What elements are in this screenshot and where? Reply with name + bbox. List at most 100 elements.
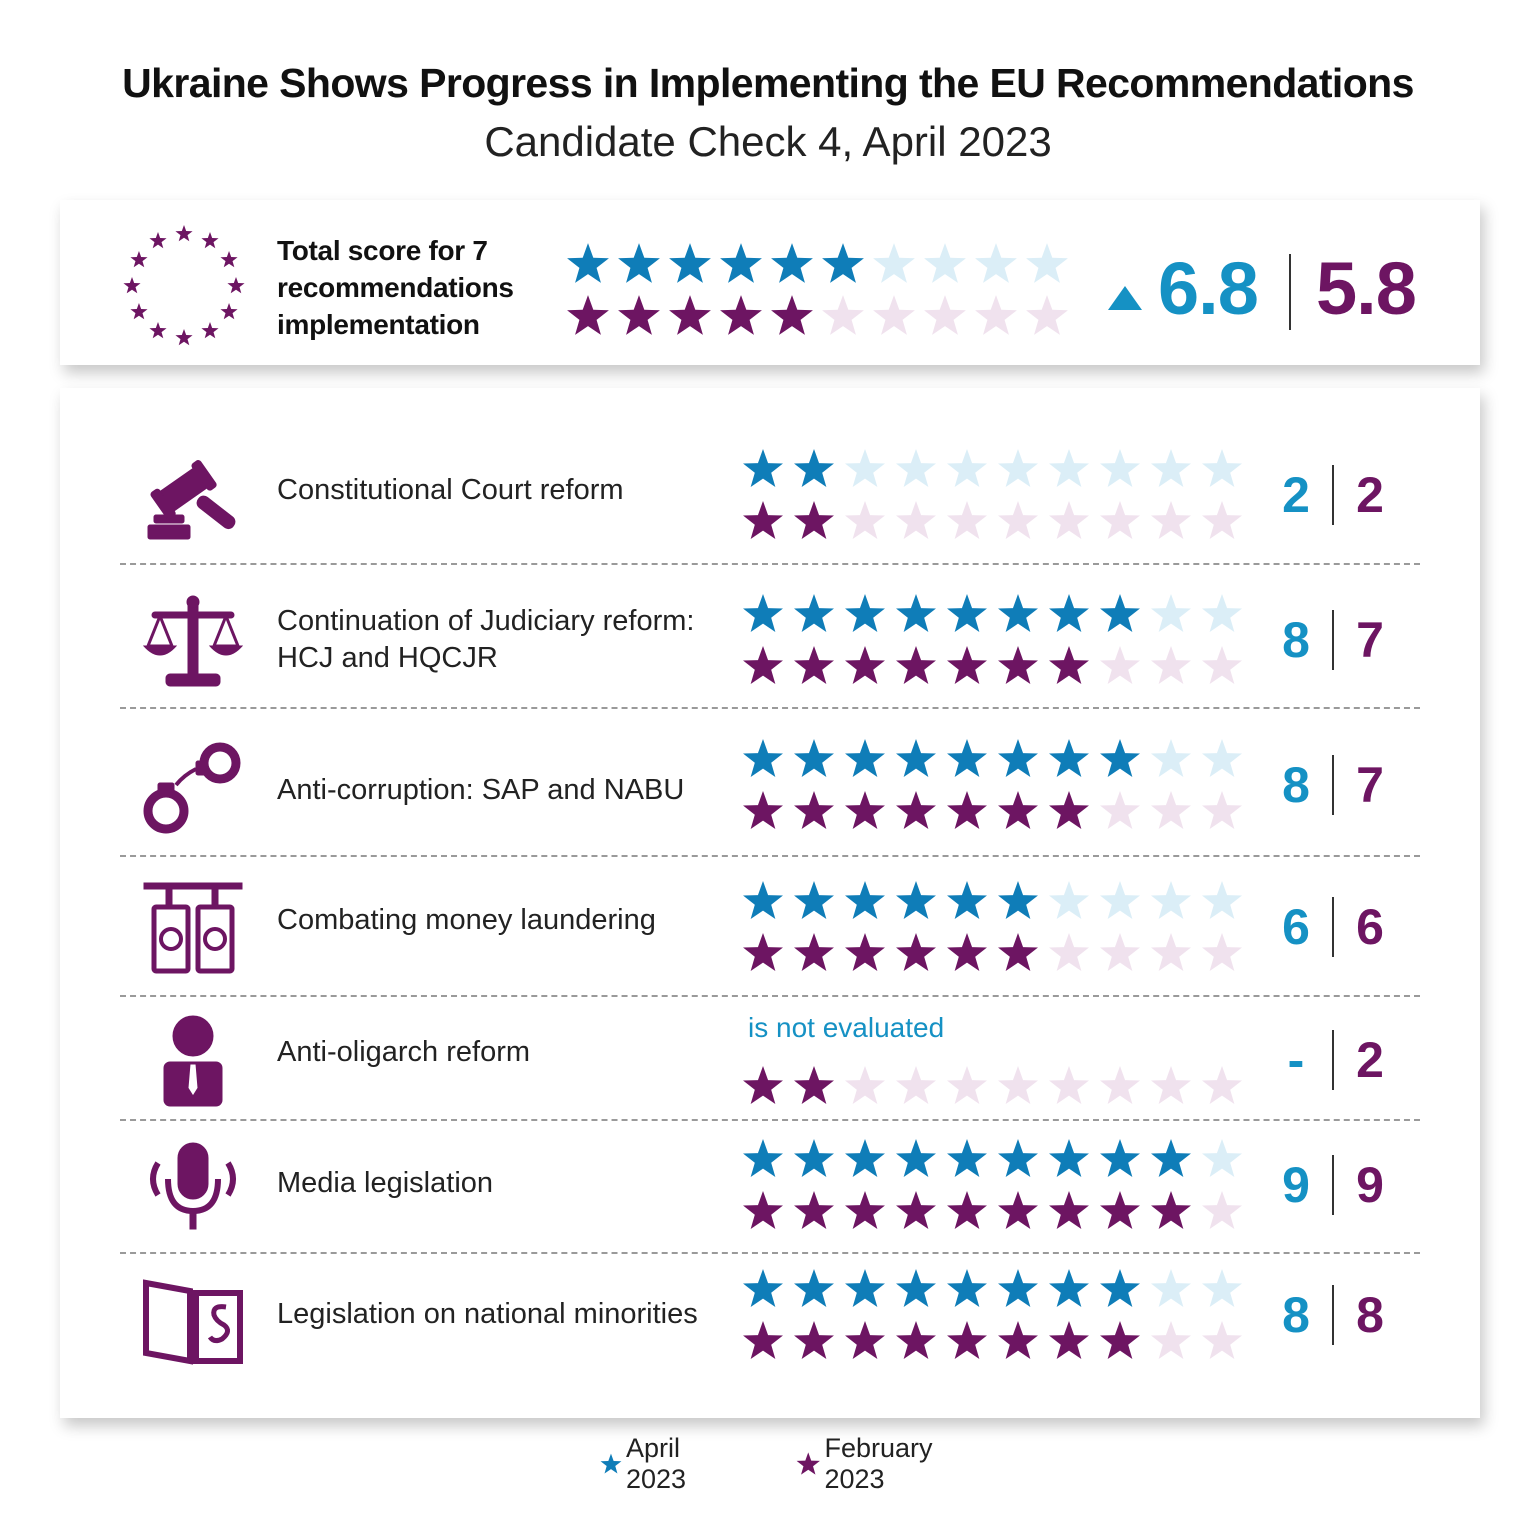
row-april-star [1100,881,1140,920]
legend-april: April 2023 [600,1433,700,1494]
row-february-star [998,501,1038,540]
total-score-label: Total score for 7 recommendations implem… [277,235,514,340]
row-score-april: 6 [1282,899,1310,955]
row-april-star [794,1139,834,1178]
row-february-star [896,1066,936,1105]
row-divider [120,995,1420,997]
eu-star [149,322,167,339]
row-stars-april [742,1138,1242,1182]
row-april-star [1202,1139,1242,1178]
row-april-star [947,1269,987,1308]
row-april-star [1151,739,1191,778]
total-february-star [873,295,915,335]
eu-star [220,251,238,268]
total-february-star [618,295,660,335]
row-april-star [1100,594,1140,633]
row-february-star [1100,1321,1140,1360]
row-score-separator [1332,1155,1334,1215]
row-april-star [1049,594,1089,633]
total-february-star [1026,295,1068,335]
row-score-separator [1332,897,1334,957]
row-april-star [947,739,987,778]
row-february-star [794,791,834,830]
row-february-star [1202,791,1242,830]
total-february-star [720,295,762,335]
total-score-separator [1289,254,1291,330]
total-april-star [720,243,762,283]
row-february-star [947,791,987,830]
row-april-star [998,881,1038,920]
row-score-april: 8 [1282,757,1310,813]
row-february-star [896,933,936,972]
legend-february-star-icon [796,1452,820,1475]
total-february-star [567,295,609,335]
row-score-february: 8 [1356,1287,1384,1343]
row-april-star [998,594,1038,633]
row-february-star [896,791,936,830]
microphone-icon [150,1142,236,1230]
row-stars-april [742,880,1242,924]
row-april-star [1049,881,1089,920]
legend-february: February 2023 [796,1433,944,1494]
row-score-separator [1332,1285,1334,1345]
row-april-star [845,594,885,633]
row-stars-february [742,790,1242,834]
row-february-star [845,1191,885,1230]
total-score-february: 5.8 [1316,247,1417,330]
row-divider [120,563,1420,565]
row-score-april: - [1287,1032,1305,1088]
row-april-star [743,881,783,920]
row-february-star [794,1321,834,1360]
gavel-icon [147,460,236,540]
eu-star [149,231,167,249]
row-april-star [794,1269,834,1308]
row-february-star [794,1191,834,1230]
row-february-star [1100,791,1140,830]
row-april-star [1151,594,1191,633]
row-february-star [1049,646,1089,685]
row-april-star [743,1269,783,1308]
row-april-star [845,449,885,488]
total-april-star [669,243,711,283]
row-april-star [947,1139,987,1178]
oligarch-icon [163,1015,223,1107]
row-score-april: 8 [1282,1287,1310,1343]
row-february-star [998,791,1038,830]
row-score-february: 6 [1356,899,1384,955]
row-stars-april [742,738,1242,782]
row-february-star [743,1191,783,1230]
row-april-star [896,1269,936,1308]
row-score-april: 8 [1282,612,1310,668]
row-april-star [896,449,936,488]
row-stars-february [742,645,1242,689]
row-stars-february [742,1320,1242,1364]
row-april-star [1151,881,1191,920]
row-february-star [743,791,783,830]
row-february-star [896,646,936,685]
row-february-star [845,791,885,830]
row-april-star [794,881,834,920]
row-april-star [1100,1269,1140,1308]
row-score-february: 2 [1356,467,1384,523]
row-february-star [1100,646,1140,685]
row-february-star [947,1191,987,1230]
row-divider [120,1119,1420,1121]
row-score-separator [1332,610,1334,670]
row-april-star [896,739,936,778]
row-february-star [1202,501,1242,540]
row-february-star [794,501,834,540]
row-february-star [947,1066,987,1105]
row-stars-february [742,1065,1242,1109]
row-april-star [1151,1269,1191,1308]
row-february-star [1202,1321,1242,1360]
row-february-star [1202,646,1242,685]
total-april-star [1026,243,1068,283]
row-stars-february [742,1190,1242,1234]
row-april-star [1151,449,1191,488]
row-february-star [845,1066,885,1105]
row-february-star [1151,646,1191,685]
row-february-star [1100,1191,1140,1230]
row-february-star [1100,1066,1140,1105]
row-april-star [896,881,936,920]
row-label: Anti-oligarch reform [277,1036,531,1068]
